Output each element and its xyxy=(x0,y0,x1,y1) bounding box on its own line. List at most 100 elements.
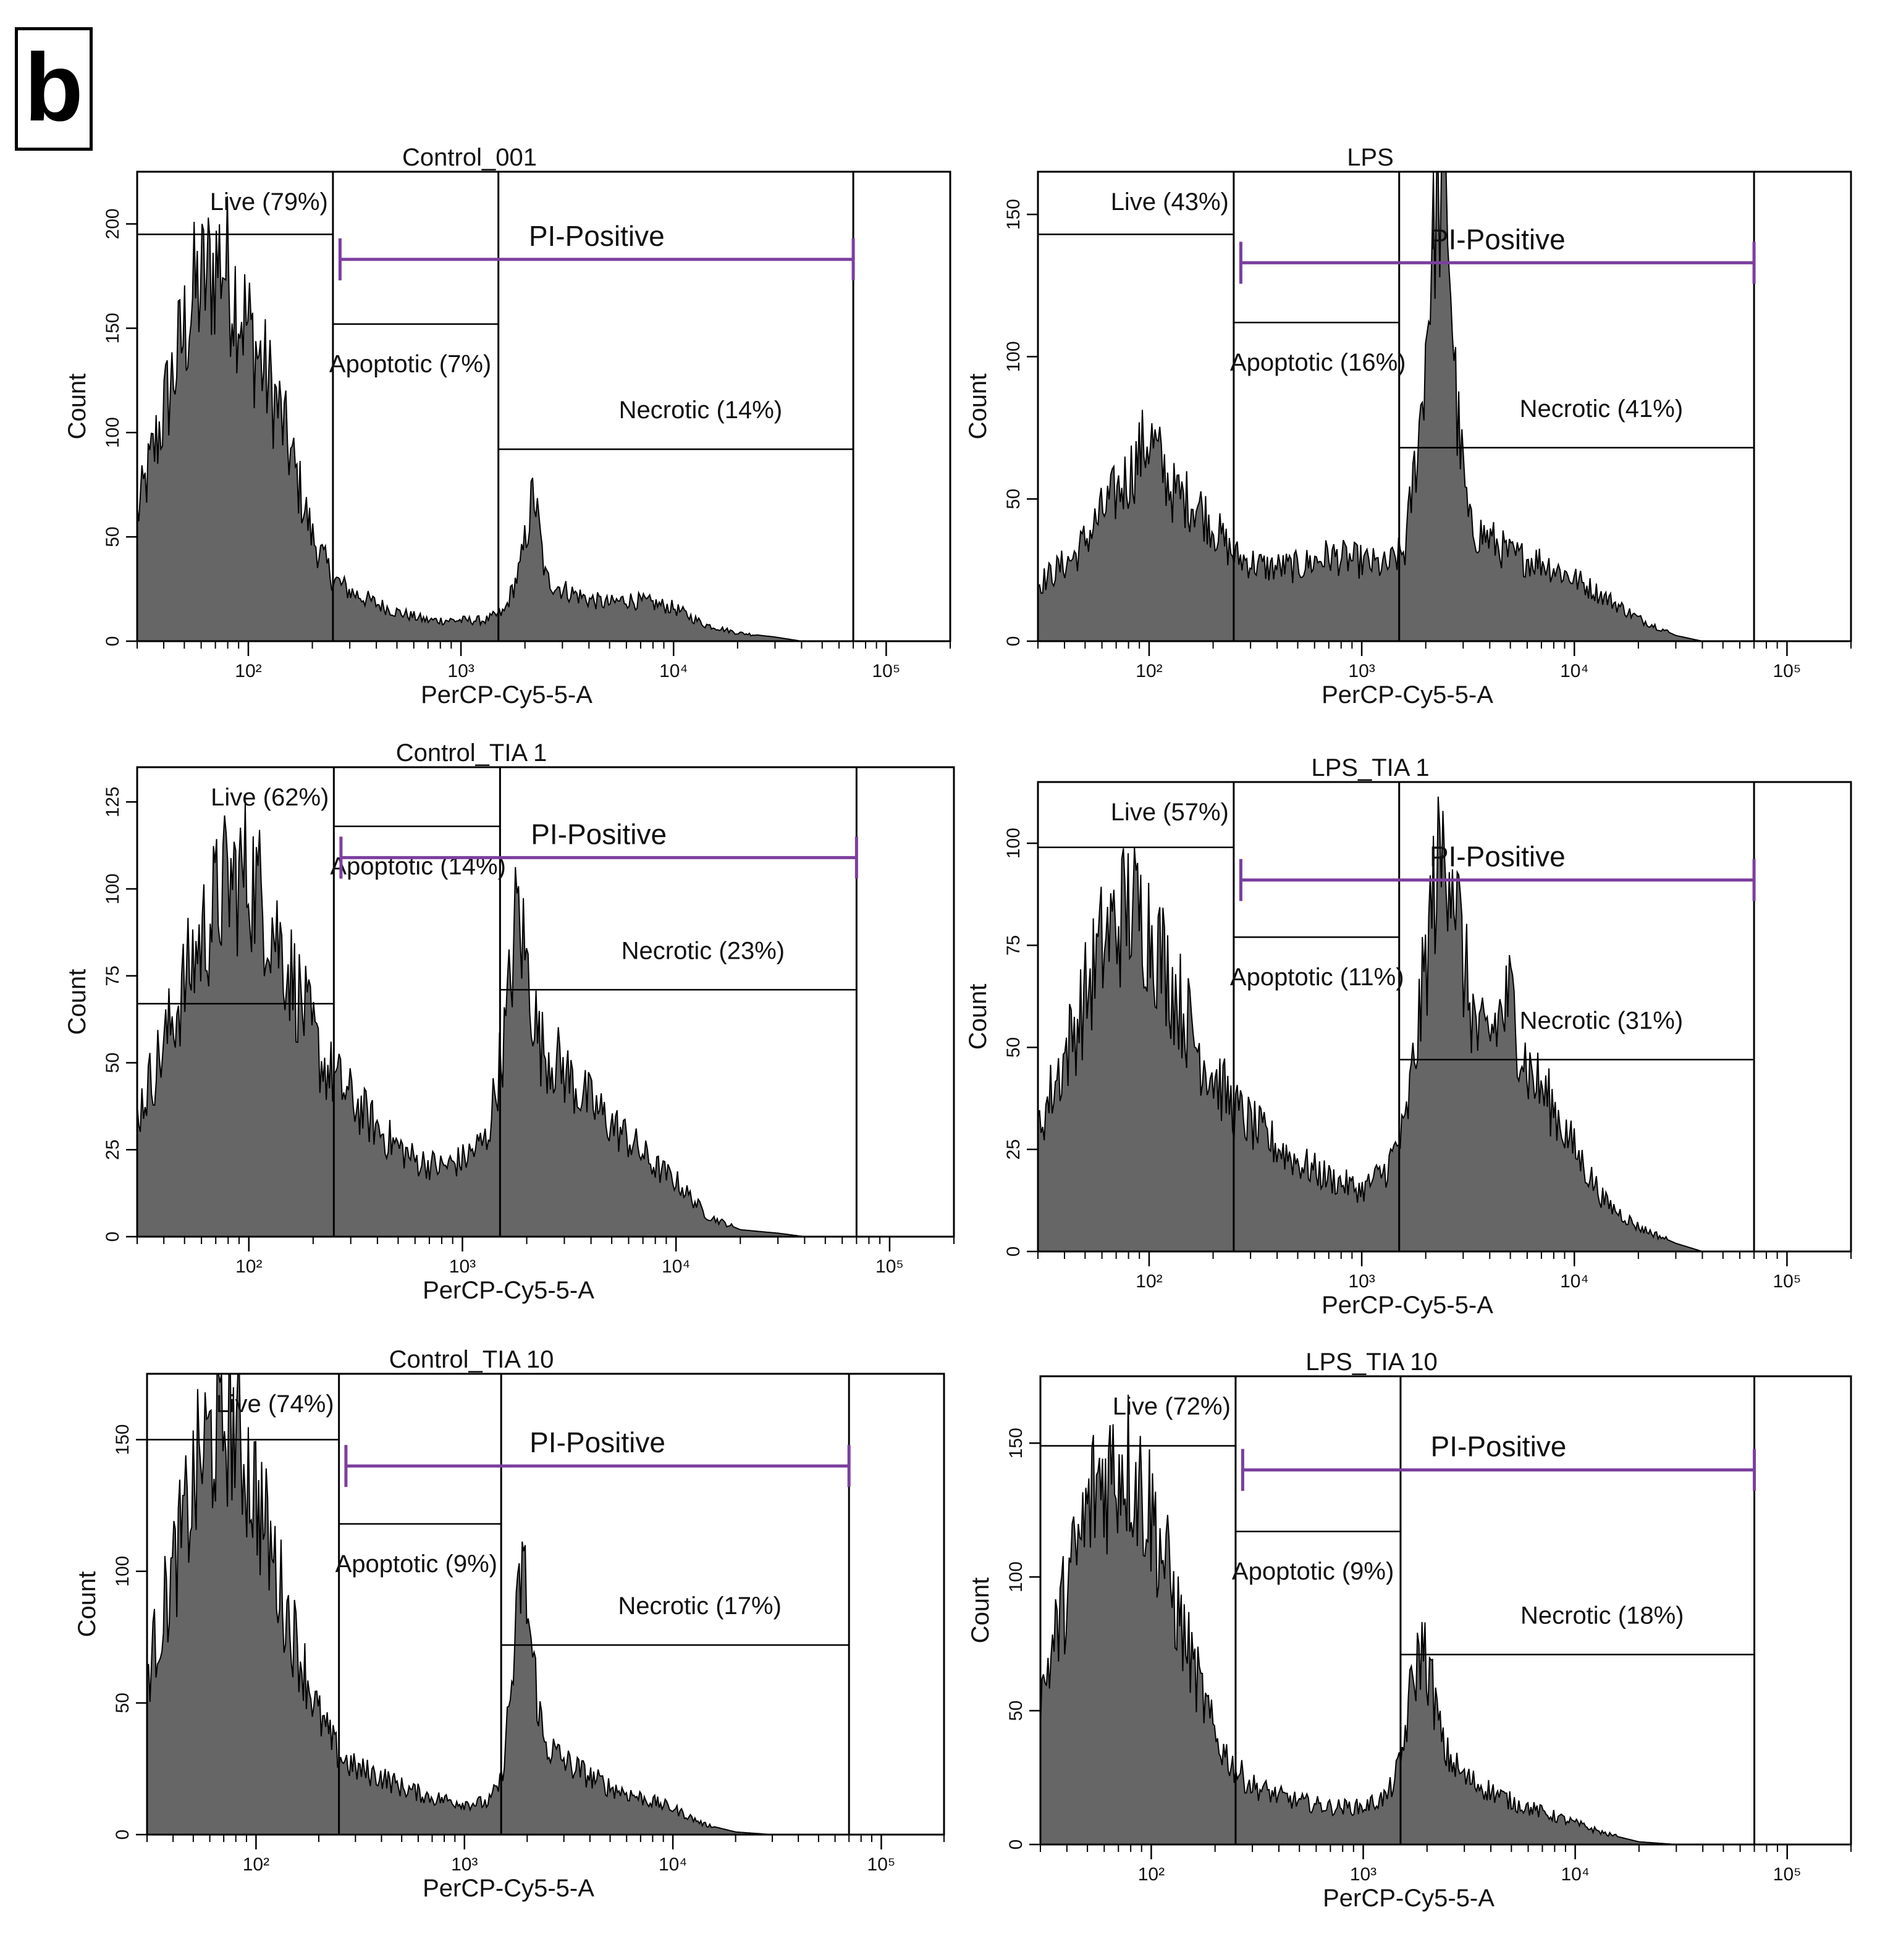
y-axis-title: Count xyxy=(64,374,91,440)
gate-label-necrotic: Necrotic (23%) xyxy=(622,937,785,964)
pi-positive-label: PI-Positive xyxy=(529,220,665,252)
plot-frame xyxy=(136,170,951,642)
gate-label-live: Live (72%) xyxy=(1113,1393,1231,1420)
y-tick-label: 100 xyxy=(103,417,123,448)
x-tick-label: 10² xyxy=(235,1256,262,1277)
chart-title: Control_TIA 1 xyxy=(396,739,547,767)
x-tick-label: 10² xyxy=(243,1854,269,1875)
x-tick-label: 10² xyxy=(1136,1271,1162,1292)
gate-label-apoptotic: Apoptotic (9%) xyxy=(1232,1558,1394,1585)
gate-label-live: Live (79%) xyxy=(210,188,328,216)
histogram-panel: Live (79%) Apoptotic (7%) Necrotic (14%) PI… xyxy=(64,144,951,709)
y-tick-label: 50 xyxy=(103,526,123,547)
y-tick-label: 100 xyxy=(1003,828,1024,859)
histogram-area xyxy=(137,196,802,642)
y-tick-label: 0 xyxy=(1006,1840,1026,1850)
gate-label-necrotic: Necrotic (18%) xyxy=(1520,1602,1684,1629)
y-tick-label: 100 xyxy=(103,873,123,904)
chart-title: LPS xyxy=(1347,144,1394,171)
chart-title: Control_TIA 10 xyxy=(389,1346,554,1373)
x-tick-label: 10⁴ xyxy=(1560,1271,1588,1292)
y-tick-label: 125 xyxy=(103,786,123,817)
gate-label-necrotic: Necrotic (14%) xyxy=(619,397,783,424)
pi-positive-label: PI-Positive xyxy=(1430,223,1566,255)
gate-label-apoptotic: Apoptotic (11%) xyxy=(1230,964,1404,991)
pi-positive-label: PI-Positive xyxy=(529,1426,665,1458)
pi-positive-label: PI-Positive xyxy=(531,818,667,850)
y-tick-label: 0 xyxy=(1003,1247,1024,1257)
gate-label-live: Live (43%) xyxy=(1111,188,1229,216)
x-tick-label: 10⁴ xyxy=(659,661,688,681)
y-tick-label: 150 xyxy=(112,1424,133,1455)
gate-label-live: Live (74%) xyxy=(216,1390,334,1418)
x-tick-label: 10² xyxy=(1138,1864,1165,1885)
y-tick-label: 150 xyxy=(1006,1428,1026,1458)
x-tick-label: 10³ xyxy=(1348,1271,1375,1292)
y-axis-title: Count xyxy=(74,1571,101,1638)
chart-title: LPS_TIA 1 xyxy=(1311,754,1429,781)
x-axis-title: PerCP-Cy5-5-A xyxy=(423,1277,594,1304)
x-tick-label: 10⁵ xyxy=(872,661,900,681)
histogram-area xyxy=(1040,1394,1677,1845)
y-tick-label: 0 xyxy=(103,1232,123,1242)
x-axis-title: PerCP-Cy5-5-A xyxy=(1322,1292,1493,1319)
y-tick-label: 100 xyxy=(112,1556,133,1587)
x-axis-title: PerCP-Cy5-5-A xyxy=(1322,681,1493,709)
plot-frame xyxy=(1037,781,1852,1253)
y-tick-label: 150 xyxy=(1003,199,1024,230)
x-tick-label: 10⁴ xyxy=(1561,1864,1589,1885)
y-tick-label: 100 xyxy=(1006,1562,1026,1592)
histogram-panel: Live (74%) Apoptotic (9%) Necrotic (17%) PI… xyxy=(74,1346,945,1902)
y-tick-label: 0 xyxy=(1003,636,1024,647)
plot-frame xyxy=(136,766,955,1238)
x-axis-title: PerCP-Cy5-5-A xyxy=(421,681,592,709)
panel-label: b xyxy=(15,27,93,151)
gate-label-live: Live (62%) xyxy=(211,784,329,811)
histogram-panel: Live (43%) Apoptotic (16%) Necrotic (41%) P… xyxy=(964,144,1852,709)
histogram-area xyxy=(146,1373,773,1835)
gate-label-live: Live (57%) xyxy=(1111,799,1229,826)
y-tick-label: 0 xyxy=(103,636,123,647)
x-tick-label: 10⁴ xyxy=(659,1854,687,1875)
gate-label-apoptotic: Apoptotic (7%) xyxy=(329,351,491,378)
histogram-area xyxy=(1037,796,1703,1252)
x-tick-label: 10³ xyxy=(449,1256,476,1277)
x-axis-title: PerCP-Cy5-5-A xyxy=(423,1875,594,1902)
y-tick-label: 50 xyxy=(103,1053,123,1073)
pi-positive-label: PI-Positive xyxy=(1431,1431,1567,1463)
x-tick-label: 10⁵ xyxy=(875,1256,904,1277)
pi-positive-label: PI-Positive xyxy=(1430,841,1566,873)
x-tick-label: 10⁵ xyxy=(867,1854,896,1875)
y-tick-label: 25 xyxy=(1003,1139,1024,1159)
histogram-panel: Live (72%) Apoptotic (9%) Necrotic (18%) PI… xyxy=(967,1348,1852,1912)
y-tick-label: 100 xyxy=(1003,341,1024,372)
gate-label-necrotic: Necrotic (41%) xyxy=(1520,395,1684,423)
histogram-area xyxy=(1037,171,1703,642)
gate-label-necrotic: Necrotic (31%) xyxy=(1520,1007,1684,1034)
y-tick-label: 50 xyxy=(1003,1037,1024,1058)
x-tick-label: 10² xyxy=(1136,661,1162,681)
histogram-panel: Live (57%) Apoptotic (11%) Necrotic (31%) P… xyxy=(964,754,1852,1319)
y-tick-label: 50 xyxy=(112,1693,133,1713)
y-axis-title: Count xyxy=(964,984,992,1050)
y-axis-title: Count xyxy=(967,1578,994,1644)
chart-title: Control_001 xyxy=(402,144,537,171)
x-tick-label: 10⁵ xyxy=(1773,1864,1802,1885)
x-tick-label: 10³ xyxy=(447,661,474,681)
histogram-panel: Live (62%)Apoptotic (14%)Necrotic (23%)P… xyxy=(64,739,955,1304)
plot-frame xyxy=(1039,1375,1852,1846)
x-axis-title: PerCP-Cy5-5-A xyxy=(1323,1885,1495,1912)
y-tick-label: 200 xyxy=(103,208,123,239)
x-tick-label: 10⁴ xyxy=(1560,661,1588,681)
y-axis-title: Count xyxy=(64,969,91,1035)
x-tick-label: 10⁵ xyxy=(1773,661,1801,681)
y-tick-label: 0 xyxy=(112,1830,133,1840)
x-tick-label: 10³ xyxy=(1348,661,1375,681)
y-tick-label: 75 xyxy=(103,965,123,986)
x-tick-label: 10⁴ xyxy=(662,1256,690,1277)
y-tick-label: 25 xyxy=(103,1140,123,1160)
x-tick-label: 10⁵ xyxy=(1773,1271,1801,1292)
chart-title: LPS_TIA 10 xyxy=(1305,1348,1437,1376)
gate-label-apoptotic: Apoptotic (9%) xyxy=(335,1550,497,1578)
